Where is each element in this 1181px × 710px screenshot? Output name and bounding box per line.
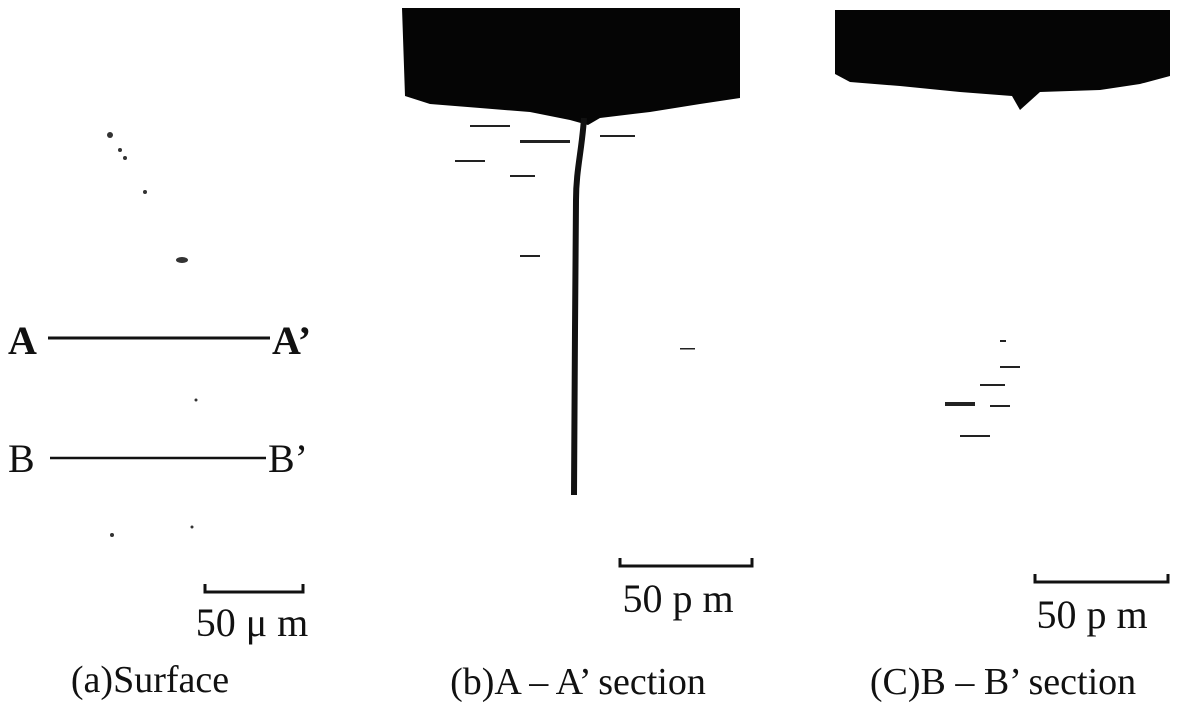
scale-bar	[1033, 574, 1170, 584]
panel-c: 50 p m (C)B – B’ section	[835, 10, 1170, 703]
speckles	[107, 132, 198, 537]
panel-b: 50 p m (b)A – A’ section	[402, 8, 754, 703]
crack	[571, 117, 587, 496]
scale-label: 50 μ m	[196, 600, 309, 645]
specimen-block	[402, 8, 740, 125]
speckles	[455, 125, 695, 350]
caption: (a)Surface	[71, 659, 229, 701]
line-end-label: A’	[272, 318, 311, 363]
line-start-label: A	[8, 318, 37, 363]
speckles	[945, 340, 1020, 437]
specimen-block	[835, 10, 1170, 110]
line-end-label: B’	[268, 436, 308, 481]
scale-bar	[203, 584, 305, 594]
caption: (b)A – A’ section	[450, 661, 706, 703]
caption: (C)B – B’ section	[870, 661, 1136, 703]
scale-label: 50 p m	[622, 576, 733, 621]
line-start-label: B	[8, 436, 35, 481]
scale-label: 50 p m	[1036, 592, 1147, 637]
scale-bar	[618, 558, 754, 568]
panel-a: A A’ B B’ 50 μ m (a)Surface	[8, 132, 311, 701]
